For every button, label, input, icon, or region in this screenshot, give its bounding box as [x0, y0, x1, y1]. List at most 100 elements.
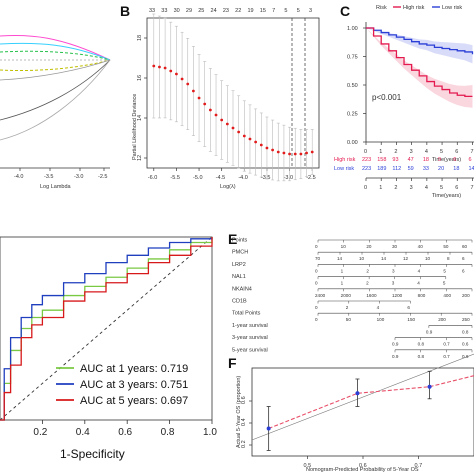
panel-b-y-tick-label: 14 [137, 115, 143, 121]
panel-e-tick-label: 200 [462, 293, 470, 298]
panel-f-point [355, 391, 360, 396]
panel-f-x-tick-label: 0.7 [415, 463, 423, 469]
panel-b-top-count: 3 [309, 8, 312, 14]
panel-e-tick-label: 5 [443, 281, 446, 286]
panel-b-x-tick-label: -5.0 [193, 175, 202, 181]
panel-label-e: E [228, 231, 237, 247]
panel-d-x-ticks: 0.2 0.4 0.6 0.8 1.0 [33, 420, 217, 438]
panel-b-x-tick-label: -2.5 [306, 175, 315, 181]
panel-c-risk-row-label: High risk [334, 157, 356, 163]
panel-f-y-ticks: 0.2 0.4 0.6 [241, 396, 252, 448]
panel-c-y-tick-label: 0.50 [347, 83, 358, 89]
panel-e-tick-label: 6 [462, 256, 465, 261]
panel-c-risk-count: 14 [468, 166, 474, 172]
panel-b-top-counts: 33 33 30 29 25 24 23 22 19 15 7 5 5 3 [149, 8, 312, 14]
panel-e-tick-label: 0 [315, 281, 318, 286]
panel-b-top-count: 29 [186, 8, 192, 14]
panel-b-x-tick-label: -4.0 [238, 175, 247, 181]
panel-e-tick-label: 14 [337, 256, 343, 261]
panel-b-top-count: 5 [284, 8, 287, 14]
panel-c-y-tick-label: 0.25 [347, 112, 358, 118]
panel-c-risk-count: 93 [392, 157, 398, 163]
panel-b-cv-plot: 33 33 30 29 25 24 23 22 19 15 7 5 5 3 -6.0 -5.5 -5.0 -4.… [132, 8, 320, 190]
panel-d-legend-label: AUC at 1 years: 0.719 [80, 363, 188, 375]
panel-e-tick-label: 3 [392, 281, 395, 286]
panel-c-x-tick-label: 6 [455, 149, 458, 155]
panel-c-legend-title: Risk [376, 5, 387, 11]
panel-b-y-ticks: 12 14 16 18 [137, 35, 147, 161]
panel-d-legend-label: AUC at 5 years: 0.697 [80, 395, 188, 407]
panel-e-tick-label: 1600 [366, 293, 377, 298]
panel-c-low-risk-curve [366, 27, 474, 55]
panel-b-top-count: 19 [247, 8, 253, 14]
panel-c-high-risk-curve [366, 27, 473, 98]
panel-b-top-count: 24 [211, 8, 217, 14]
panel-c-y-tick-label: 0.75 [347, 55, 358, 61]
panel-c-x-tick-label: 5 [440, 149, 443, 155]
panel-e-tick-label: 4 [377, 305, 380, 310]
panel-b-points [152, 64, 314, 156]
panel-d-legend-label: AUC at 3 years: 0.751 [80, 379, 188, 391]
panel-f-y-tick-label: 0.2 [241, 440, 247, 448]
panel-e-row-label: NAL1 [232, 274, 246, 280]
panel-c-risk-count: 18 [453, 166, 459, 172]
panel-e-tick-label: 3 [392, 268, 395, 273]
panel-c-high-ci-band [366, 28, 473, 108]
panel-b-top-count: 30 [174, 8, 180, 14]
panel-d-frame [0, 236, 213, 421]
panel-e-tick-label: 50 [443, 244, 449, 249]
panel-e-tick-label: 1 [341, 281, 344, 286]
panel-d-roc-curve [0, 237, 213, 421]
panel-d-xlabel: 1-Specificity [60, 447, 125, 461]
panel-e-tick-label: 0 [315, 268, 318, 273]
panel-b-point [293, 152, 297, 156]
panel-e-tick-label: 4 [418, 268, 421, 273]
panel-b-top-count: 33 [161, 8, 167, 14]
panel-e-tick-label: 0.8 [418, 354, 425, 359]
panel-b-point [310, 150, 314, 154]
panel-c-x-tick-label: 1 [379, 149, 382, 155]
panel-b-y-tick-label: 12 [137, 155, 143, 161]
panel-b-point [203, 102, 207, 106]
panel-b-top-count: 23 [223, 8, 229, 14]
panel-e-tick-label: 2000 [341, 293, 352, 298]
panel-a-coefficient-paths: -4.0 -3.5 -3.0 -2.5 Log Lambda [0, 0, 111, 190]
panel-f-x-tick-label: 0.6 [359, 463, 367, 469]
panel-c-risk-count: 59 [408, 166, 414, 172]
panel-b-x-tick-label: -3.0 [284, 175, 293, 181]
panel-f-point [427, 384, 432, 389]
panel-e-tick-label: 0 [315, 305, 318, 310]
panel-c-risk-x-tick-label: 5 [440, 185, 443, 191]
panel-d-x-tick-label: 1.0 [203, 427, 217, 438]
panel-b-top-count: 33 [149, 8, 155, 14]
panel-b-top-count: 22 [235, 8, 241, 14]
panel-f-ylabel: Actual 5-Year OS (proportion) [236, 376, 242, 448]
panel-c-risk-row-label: Low risk [334, 166, 354, 172]
panel-b-x-tick-label: -5.5 [170, 175, 179, 181]
panel-c-x-ticks: 0 1 2 3 4 5 6 7 [364, 142, 474, 155]
panel-f-point [266, 426, 271, 431]
panel-c-y-tick-label: 1.00 [347, 26, 358, 32]
panel-f-x-tick-label: 0.5 [304, 463, 312, 469]
panel-b-point [152, 64, 156, 68]
panel-e-tick-label: 70 [315, 256, 321, 261]
panel-c-risk-xlabel: Time(years) [432, 193, 461, 199]
panel-e-tick-label: 250 [462, 317, 470, 322]
panel-d-x-tick-label: 0.2 [33, 427, 47, 438]
panel-e-tick-label: 12 [403, 256, 409, 261]
panel-c-risk-count: 20 [438, 166, 444, 172]
panel-c-y-tick-label: 0.00 [347, 140, 358, 146]
panel-c-x-tick-label: 3 [410, 149, 413, 155]
panel-e-tick-label: 5 [443, 268, 446, 273]
panel-b-x-tick-label: -6.0 [148, 175, 157, 181]
panel-c-xlabel: Time(years) [432, 157, 461, 163]
panel-c-risk-count: 18 [423, 157, 429, 163]
panel-b-point [175, 72, 178, 76]
panel-f-frame [251, 367, 474, 457]
panel-a-path-6 [0, 59, 111, 121]
panel-f-points [266, 370, 474, 451]
panel-b-point [299, 152, 303, 156]
panel-c-risk-x-tick-label: 3 [410, 185, 413, 191]
panel-d-x-tick-label: 0.8 [161, 427, 175, 438]
